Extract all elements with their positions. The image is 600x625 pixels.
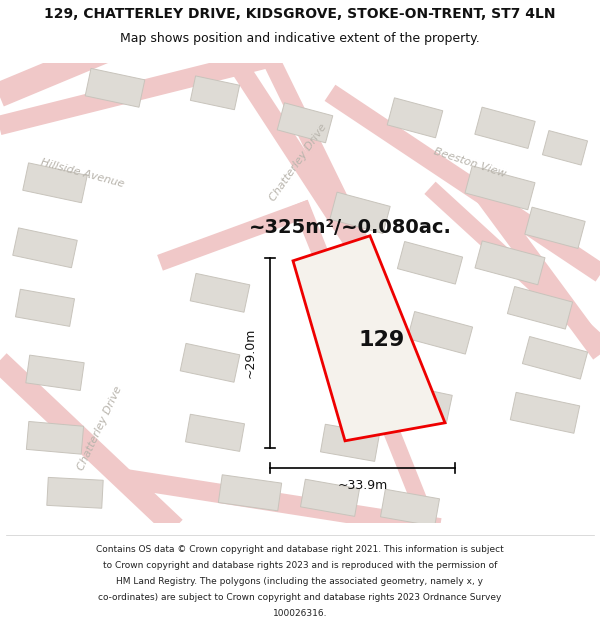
Polygon shape [190, 76, 239, 110]
Text: 100026316.: 100026316. [273, 609, 327, 618]
Polygon shape [508, 286, 572, 329]
Polygon shape [47, 478, 103, 508]
Polygon shape [26, 421, 83, 454]
Polygon shape [388, 383, 452, 423]
Text: ~325m²/~0.080ac.: ~325m²/~0.080ac. [248, 218, 451, 238]
Polygon shape [465, 166, 535, 210]
Polygon shape [475, 241, 545, 285]
Polygon shape [277, 103, 333, 142]
Polygon shape [85, 68, 145, 108]
Text: Beeston View: Beeston View [433, 146, 508, 179]
Polygon shape [397, 241, 463, 284]
Text: Chatterley Drive: Chatterley Drive [268, 122, 328, 203]
Polygon shape [525, 207, 585, 249]
Text: ~33.9m: ~33.9m [337, 479, 388, 492]
Text: 129: 129 [358, 330, 404, 350]
Polygon shape [320, 424, 380, 461]
Text: Map shows position and indicative extent of the property.: Map shows position and indicative extent… [120, 32, 480, 45]
Text: Chatterley Drive: Chatterley Drive [76, 384, 124, 471]
Polygon shape [218, 475, 281, 511]
Text: co-ordinates) are subject to Crown copyright and database rights 2023 Ordnance S: co-ordinates) are subject to Crown copyr… [98, 593, 502, 602]
Polygon shape [26, 355, 84, 391]
Polygon shape [180, 343, 240, 382]
Polygon shape [523, 336, 587, 379]
Polygon shape [16, 289, 74, 326]
Polygon shape [301, 479, 359, 516]
Text: to Crown copyright and database rights 2023 and is reproduced with the permissio: to Crown copyright and database rights 2… [103, 561, 497, 570]
Polygon shape [510, 392, 580, 433]
Polygon shape [13, 228, 77, 268]
Text: Contains OS data © Crown copyright and database right 2021. This information is : Contains OS data © Crown copyright and d… [96, 545, 504, 554]
Polygon shape [185, 414, 245, 451]
Text: Hillside Avenue: Hillside Avenue [39, 157, 125, 189]
Polygon shape [542, 131, 587, 165]
Polygon shape [23, 163, 87, 202]
Polygon shape [330, 192, 390, 234]
Text: ~29.0m: ~29.0m [244, 328, 257, 378]
Text: 129, CHATTERLEY DRIVE, KIDSGROVE, STOKE-ON-TRENT, ST7 4LN: 129, CHATTERLEY DRIVE, KIDSGROVE, STOKE-… [44, 8, 556, 21]
Polygon shape [293, 236, 445, 441]
Text: HM Land Registry. The polygons (including the associated geometry, namely x, y: HM Land Registry. The polygons (includin… [116, 577, 484, 586]
Polygon shape [380, 489, 440, 526]
Polygon shape [387, 98, 443, 138]
Polygon shape [475, 107, 535, 149]
Polygon shape [407, 311, 473, 354]
Polygon shape [190, 273, 250, 312]
